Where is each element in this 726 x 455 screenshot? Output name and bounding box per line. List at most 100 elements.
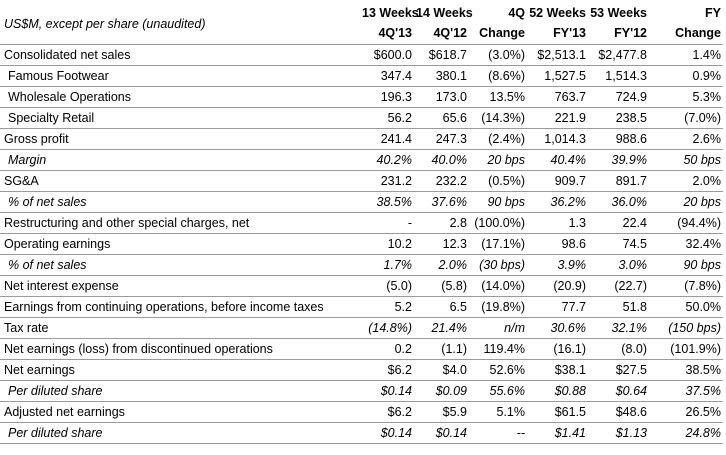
row-value: (22.7)	[588, 275, 649, 297]
row-value: 32.1%	[588, 317, 649, 339]
row-value: 40.0%	[414, 149, 469, 171]
row-value: 232.2	[414, 170, 469, 192]
row-value: 380.1	[414, 65, 469, 87]
column-header-line1: 53 Weeks	[590, 6, 647, 20]
row-label: % of net sales	[0, 191, 360, 213]
table-header: US$M, except per share (unaudited) 13 We…	[0, 0, 723, 45]
row-value: 5.2	[360, 296, 414, 318]
row-value: 909.7	[527, 170, 588, 192]
row-value: $27.5	[588, 359, 649, 381]
row-value: (20.9)	[527, 275, 588, 297]
row-value: 5.1%	[469, 401, 527, 423]
row-value: --	[469, 422, 527, 444]
row-value: 241.4	[360, 128, 414, 150]
row-value: 6.5	[414, 296, 469, 318]
row-value: (94.4%)	[649, 212, 723, 234]
row-value: 30.6%	[527, 317, 588, 339]
row-label: % of net sales	[0, 254, 360, 276]
table-row: Per diluted share $0.14 $0.14 -- $1.41 $1.13 2…	[0, 422, 723, 444]
row-value: 37.5%	[649, 380, 723, 402]
row-label: Net interest expense	[0, 275, 360, 297]
row-value: (14.8%)	[360, 317, 414, 339]
row-value: 2.8	[414, 212, 469, 234]
table-row: Earnings from continuing operations, bef…	[0, 296, 723, 318]
row-value: 1,014.3	[527, 128, 588, 150]
row-label: Earnings from continuing operations, bef…	[0, 296, 360, 318]
row-value: $0.14	[360, 380, 414, 402]
table-row: Net earnings (loss) from discontinued op…	[0, 338, 723, 360]
row-value: 36.0%	[588, 191, 649, 213]
row-value: 26.5%	[649, 401, 723, 423]
row-value: 56.2	[360, 107, 414, 129]
row-value: $38.1	[527, 359, 588, 381]
row-value: 36.2%	[527, 191, 588, 213]
row-value: $618.7	[414, 44, 469, 66]
row-value: 10.2	[360, 233, 414, 255]
row-label: Specialty Retail	[0, 107, 360, 129]
row-value: $61.5	[527, 401, 588, 423]
table-row: Net interest expense (5.0) (5.8) (14.0%) (20…	[0, 275, 723, 297]
column-header-line1: FY	[705, 6, 721, 20]
row-label: Net earnings	[0, 359, 360, 381]
row-value: $1.41	[527, 422, 588, 444]
row-label: Restructuring and other special charges,…	[0, 212, 360, 234]
row-value: (1.1)	[414, 338, 469, 360]
row-value: 37.6%	[414, 191, 469, 213]
row-label: Tax rate	[0, 317, 360, 339]
row-label: Per diluted share	[0, 422, 360, 444]
row-value: 2.6%	[649, 128, 723, 150]
row-value: 40.4%	[527, 149, 588, 171]
row-value: $4.0	[414, 359, 469, 381]
row-value: 13.5%	[469, 86, 527, 108]
row-value: 3.0%	[588, 254, 649, 276]
column-header-line1: 14 Weeks	[416, 6, 473, 20]
row-value: 247.3	[414, 128, 469, 150]
row-value: 90 bps	[469, 191, 527, 213]
row-value: 98.6	[527, 233, 588, 255]
row-value: 12.3	[414, 233, 469, 255]
row-value: $1.13	[588, 422, 649, 444]
row-value: n/m	[469, 317, 527, 339]
row-value: $6.2	[360, 401, 414, 423]
row-value: $2,477.8	[588, 44, 649, 66]
table-row: Per diluted share $0.14 $0.09 55.6% $0.88 $0.…	[0, 380, 723, 402]
column-header-line2: 4Q'13	[378, 26, 412, 40]
table-row: Restructuring and other special charges,…	[0, 212, 723, 234]
row-value: (2.4%)	[469, 128, 527, 150]
row-value: 196.3	[360, 86, 414, 108]
row-value: 20 bps	[469, 149, 527, 171]
row-value: (7.8%)	[649, 275, 723, 297]
row-value: 231.2	[360, 170, 414, 192]
column-header-line1: 13 Weeks	[362, 6, 419, 20]
row-value: 2.0%	[649, 170, 723, 192]
row-value: $0.88	[527, 380, 588, 402]
row-value: (101.9%)	[649, 338, 723, 360]
row-value: 2.0%	[414, 254, 469, 276]
column-header-line1: 52 Weeks	[529, 6, 586, 20]
row-label: Famous Footwear	[0, 65, 360, 87]
row-label: Per diluted share	[0, 380, 360, 402]
row-label: Operating earnings	[0, 233, 360, 255]
column-header-line1: 4Q	[508, 6, 525, 20]
row-value: 21.4%	[414, 317, 469, 339]
column-header-line2: Change	[479, 26, 525, 40]
row-value: $6.2	[360, 359, 414, 381]
row-value: 65.6	[414, 107, 469, 129]
row-value: 1,514.3	[588, 65, 649, 87]
row-value: 1.4%	[649, 44, 723, 66]
table-row: Consolidated net sales $600.0 $618.7 (3.0%)…	[0, 44, 723, 66]
row-value: 32.4%	[649, 233, 723, 255]
row-value: 988.6	[588, 128, 649, 150]
row-value: 55.6%	[469, 380, 527, 402]
row-value: 347.4	[360, 65, 414, 87]
row-value: 119.4%	[469, 338, 527, 360]
table-row: Adjusted net earnings $6.2 $5.9 5.1% $61.5 $4…	[0, 401, 723, 423]
row-value: (30 bps)	[469, 254, 527, 276]
table-row: Famous Footwear 347.4 380.1 (8.6%) 1,527.5 1,…	[0, 65, 723, 87]
row-value: (7.0%)	[649, 107, 723, 129]
row-label: Net earnings (loss) from discontinued op…	[0, 338, 360, 360]
table-row: Specialty Retail 56.2 65.6 (14.3%) 221.9 238.…	[0, 107, 723, 129]
row-value: 3.9%	[527, 254, 588, 276]
column-header-line2: Change	[675, 26, 721, 40]
row-label: Margin	[0, 149, 360, 171]
